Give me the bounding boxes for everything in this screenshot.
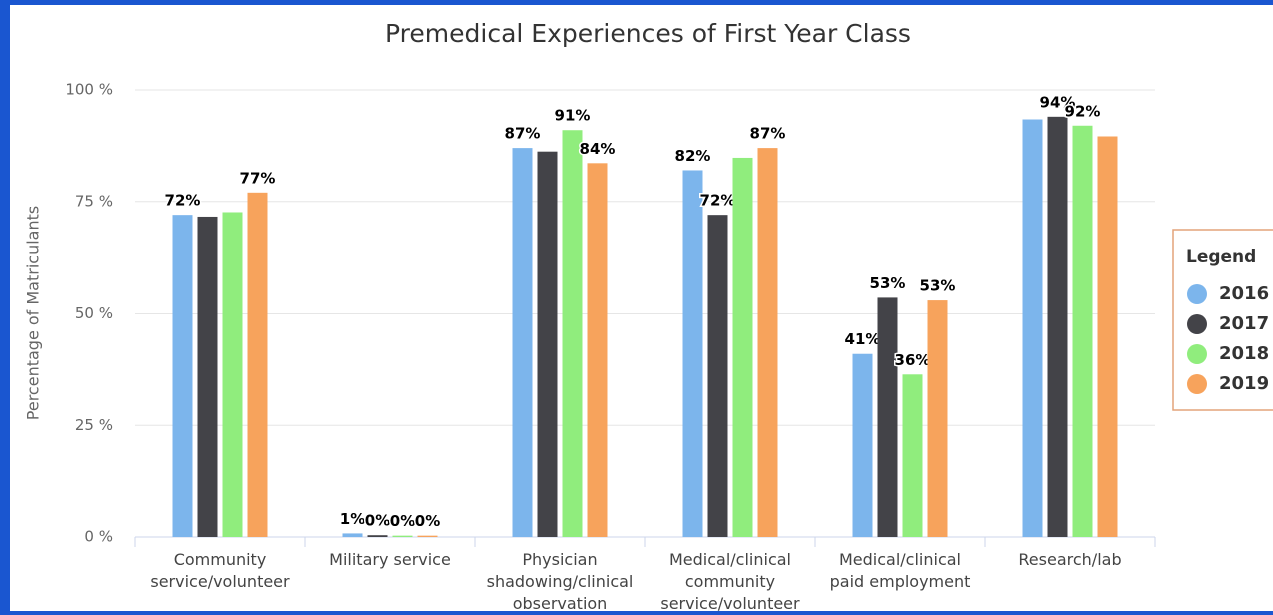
bar — [902, 374, 923, 537]
data-label: 94% — [1040, 93, 1076, 111]
x-tick-label: Medical/clinical community service/volun… — [660, 550, 800, 613]
x-tick-label: Medical/clinical paid employment — [829, 550, 971, 591]
bar — [537, 151, 558, 537]
bar — [927, 300, 948, 537]
bar — [512, 148, 533, 538]
y-tick-label: 0 % — [84, 528, 113, 546]
legend-title: Legend — [1186, 247, 1256, 267]
legend-label: 2018 — [1219, 343, 1269, 364]
data-label: 0% — [390, 512, 415, 530]
legend-swatch — [1187, 374, 1207, 394]
data-label: 1% — [340, 510, 365, 528]
bar — [587, 163, 608, 538]
bar — [417, 535, 438, 537]
x-tick-label: Community service/volunteer — [150, 550, 290, 591]
data-label: 82% — [675, 147, 711, 165]
x-tick-label: Research/lab — [1018, 550, 1122, 569]
legend-swatch — [1187, 344, 1207, 364]
bar — [247, 192, 268, 537]
y-axis-title: Percentage of Matriculants — [24, 206, 43, 420]
bar — [707, 215, 728, 537]
legend-swatch — [1187, 284, 1207, 304]
chart-title: Premedical Experiences of First Year Cla… — [385, 19, 911, 48]
bar — [1072, 125, 1093, 537]
bar — [367, 535, 388, 537]
bar — [562, 130, 583, 538]
data-label: 0% — [365, 512, 390, 530]
data-label: 84% — [580, 140, 616, 158]
y-tick-label: 50 % — [75, 304, 113, 322]
legend-label: 2019 — [1219, 373, 1269, 394]
bar — [1097, 136, 1118, 537]
x-tick-label: Military service — [329, 550, 451, 569]
bar — [757, 148, 778, 538]
data-label: 53% — [870, 274, 906, 292]
x-tick-label: Physician shadowing/clinical observation — [486, 550, 634, 613]
y-tick-label: 100 % — [65, 81, 113, 99]
y-tick-label: 25 % — [75, 416, 113, 434]
y-tick-label: 75 % — [75, 192, 113, 210]
bar — [1022, 119, 1043, 537]
data-label: 53% — [920, 277, 956, 295]
data-label: 0% — [415, 512, 440, 530]
legend-label: 2017 — [1219, 313, 1269, 334]
data-label: 87% — [505, 125, 541, 143]
data-label: 36% — [895, 351, 931, 369]
legend-swatch — [1187, 314, 1207, 334]
bar — [392, 535, 413, 537]
legend-label: 2016 — [1219, 283, 1269, 304]
bar — [197, 216, 218, 537]
bar — [172, 215, 193, 537]
data-label: 41% — [845, 330, 881, 348]
bar — [732, 157, 753, 537]
data-label: 72% — [165, 192, 201, 210]
bar — [877, 297, 898, 537]
bar — [852, 353, 873, 537]
bar — [222, 212, 243, 537]
data-label: 91% — [555, 107, 591, 125]
data-label: 87% — [750, 125, 786, 143]
data-label: 77% — [240, 169, 276, 187]
bar — [342, 533, 363, 537]
bar — [682, 170, 703, 537]
data-label: 92% — [1065, 102, 1101, 120]
bar — [1047, 116, 1068, 537]
data-label: 72% — [700, 192, 736, 210]
